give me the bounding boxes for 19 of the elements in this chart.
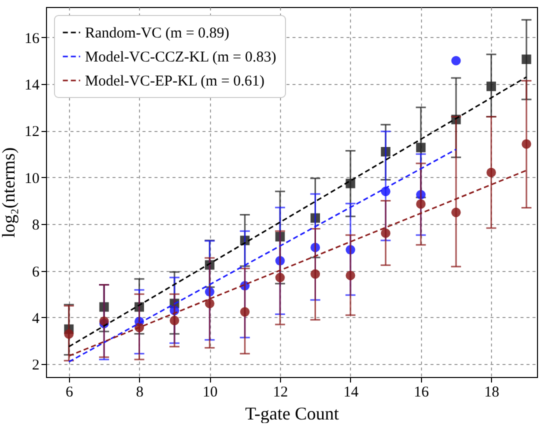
y-tick-label: 4	[32, 310, 40, 327]
y-tick-label: 12	[24, 124, 40, 140]
y-tick-label: 6	[32, 264, 40, 280]
x-tick-label: 18	[484, 384, 500, 400]
x-tick-label: 6	[66, 384, 74, 400]
x-tick-label: 14	[343, 384, 359, 400]
legend-label: Model-VC-CCZ-KL (m = 0.83)	[85, 50, 276, 66]
y-tick-label: 16	[24, 30, 40, 47]
y-axis-title: log₂(nterms)	[0, 147, 18, 238]
legend-label: Model-VC-EP-KL (m = 0.61)	[85, 74, 265, 90]
y-tick-label: 8	[32, 218, 40, 234]
legend-label: Random-VC (m = 0.89)	[85, 26, 230, 42]
x-tick-label: 10	[202, 384, 218, 400]
y-tick-label: 2	[32, 358, 40, 374]
y-tick-label: 14	[24, 78, 40, 94]
x-tick-label: 16	[414, 384, 430, 400]
x-tick-label: 12	[273, 384, 288, 400]
y-tick-label: 10	[24, 170, 40, 187]
x-tick-label: 8	[136, 384, 144, 400]
